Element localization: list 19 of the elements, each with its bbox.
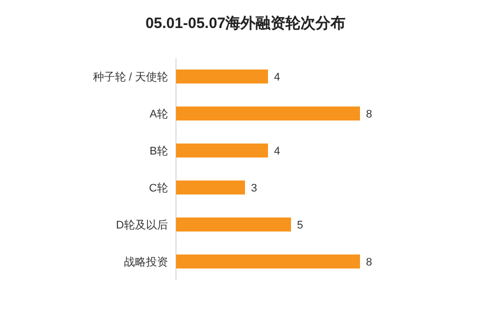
bar [176, 144, 268, 158]
y-tick-label: B轮 [150, 146, 168, 158]
bar [176, 254, 360, 268]
data-label: 5 [297, 220, 304, 232]
chart-title: 05.01-05.07海外融资轮次分布 [145, 15, 346, 32]
data-label: 4 [274, 146, 280, 158]
y-tick-label: C轮 [149, 182, 168, 194]
bar [176, 180, 245, 194]
y-tick-label: D轮及以后 [116, 218, 168, 232]
bar [176, 218, 291, 232]
y-tick-label: A轮 [150, 108, 168, 120]
data-label: 8 [366, 256, 372, 268]
data-label: 8 [366, 108, 372, 120]
bar [176, 70, 268, 84]
y-tick-label: 种子轮 / 天使轮 [92, 70, 168, 84]
y-tick-label: 战略投资 [124, 256, 168, 268]
data-label: 3 [251, 182, 258, 194]
data-label: 4 [274, 72, 280, 84]
bar [176, 106, 360, 120]
